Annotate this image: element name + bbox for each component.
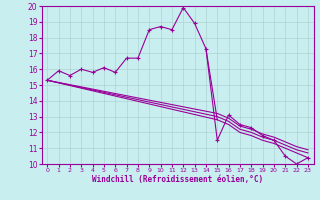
X-axis label: Windchill (Refroidissement éolien,°C): Windchill (Refroidissement éolien,°C) [92, 175, 263, 184]
